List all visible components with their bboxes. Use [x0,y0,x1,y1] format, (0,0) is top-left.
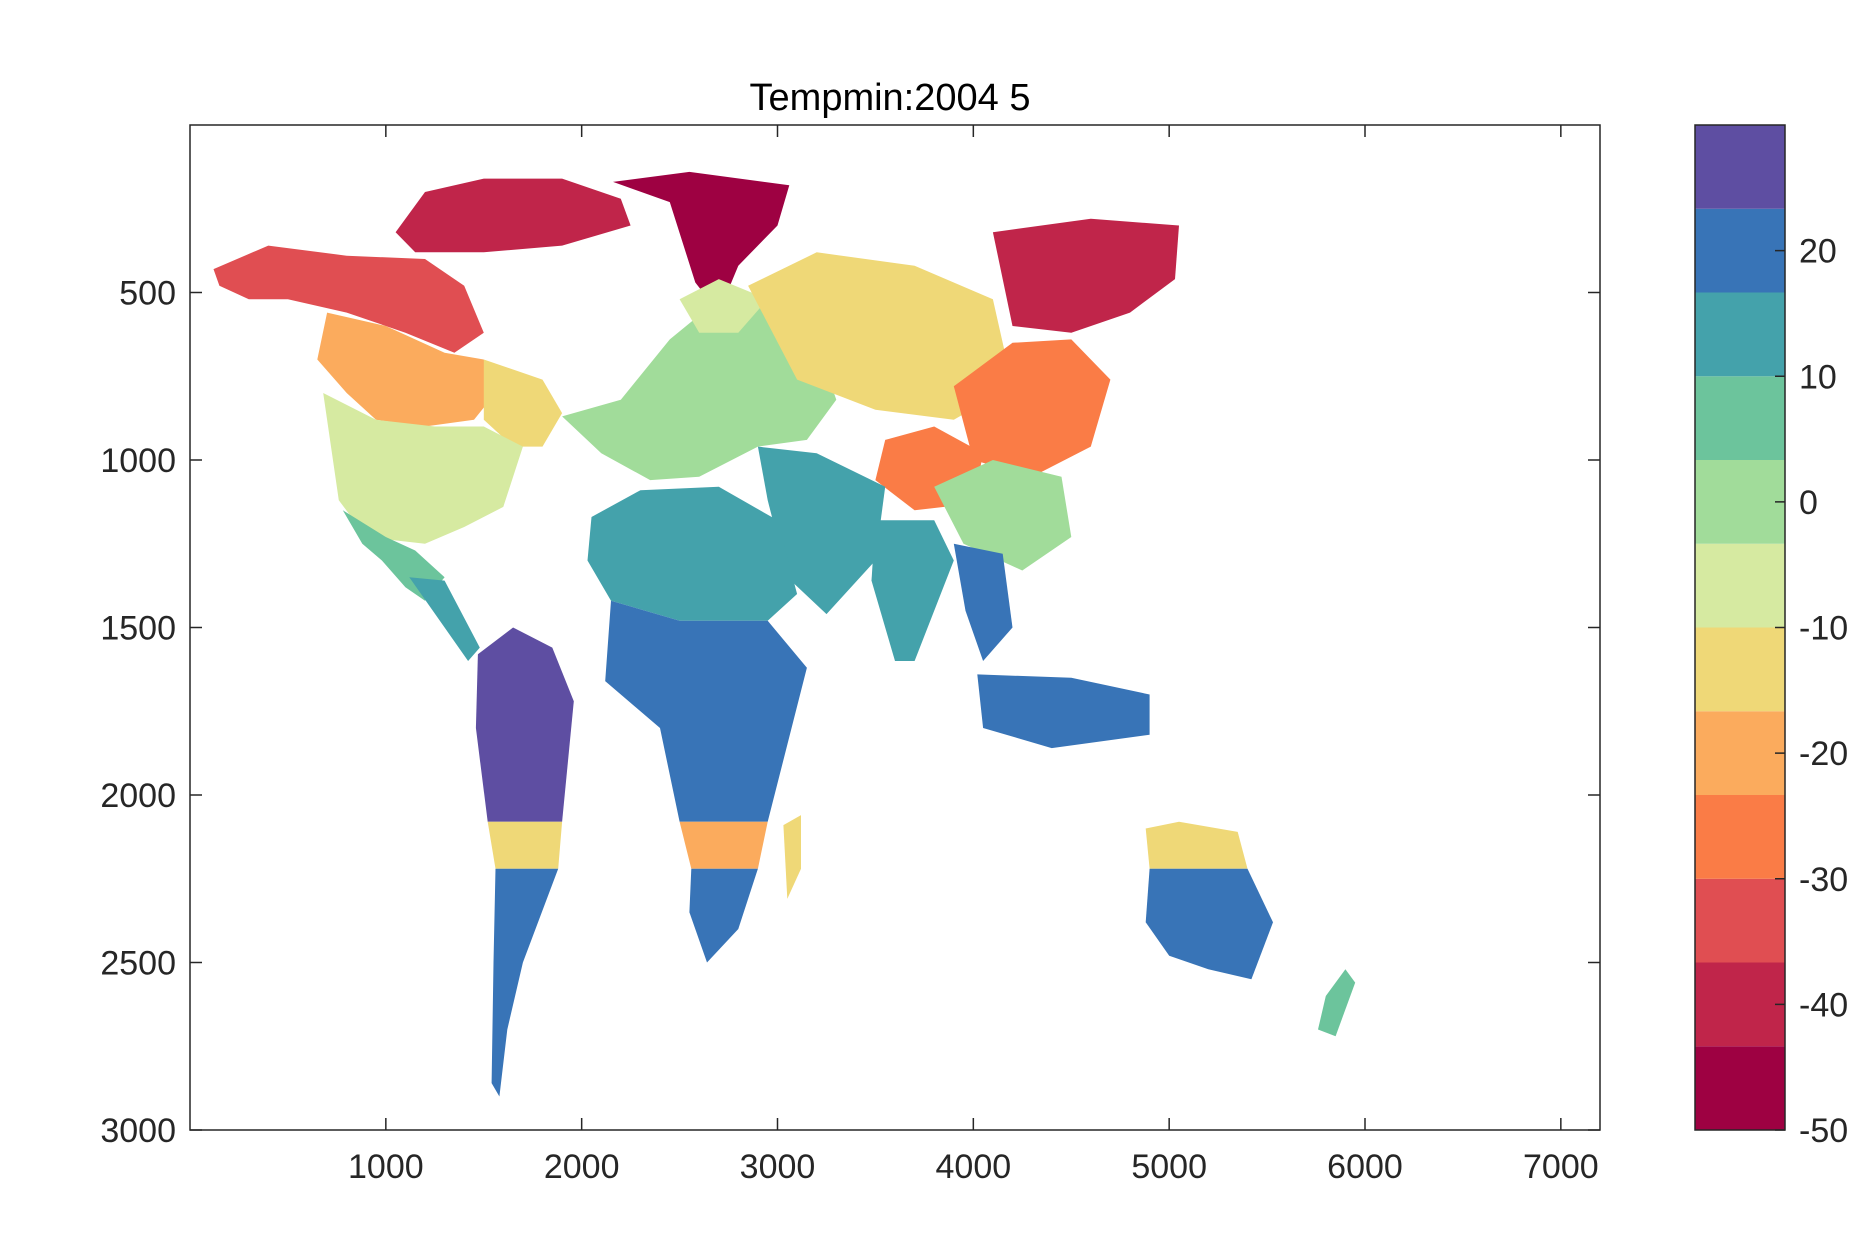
x-tick-label: 6000 [1327,1148,1403,1186]
map-region-siberia-west [748,252,1013,420]
colorbar-tick-label: 0 [1799,484,1818,522]
map-region-madagascar [783,815,801,899]
colorbar-band [1695,292,1785,377]
y-tick-label: 500 [119,275,176,313]
map-region-new-zealand [1318,969,1356,1037]
map-region-greenland [613,171,790,313]
x-tick-label: 7000 [1523,1148,1599,1186]
map-region-india [871,520,954,661]
colorbar-tick-label: 20 [1799,233,1837,271]
colorbar-band [1695,795,1785,879]
colorbar-band [1695,878,1785,963]
map-region-canada [317,312,496,427]
colorbar-band [1695,543,1785,628]
y-tick-label: 1500 [100,610,176,648]
colorbar-band [1695,711,1785,795]
map-region-australia-north [1145,821,1248,869]
map-region-southeast-asia [953,543,1013,661]
map-region-indonesia [977,674,1150,749]
map-region-europe [562,299,837,481]
colorbar-tick-label: -20 [1799,735,1848,773]
colorbar-band [1695,376,1785,460]
map-region-mexico [342,510,445,601]
x-axis: 1000 2000 3000 4000 5000 6000 7000 [348,125,1599,1186]
x-tick-label: 3000 [740,1148,816,1186]
map-region-australia-south [1145,868,1273,980]
map-region-china-south [934,460,1072,571]
map-region-east-asia [953,339,1111,477]
y-tick-label: 3000 [100,1112,176,1150]
map-region-africa-band [679,821,768,869]
map-region-south-america-band [487,821,563,869]
colorbar-tick-label: -40 [1799,986,1848,1024]
colorbar-tick-label: -30 [1799,861,1848,899]
x-tick-label: 4000 [936,1148,1012,1186]
colorbar-band [1695,125,1785,209]
map-region-united-states [323,393,523,544]
map-region-north-africa [587,486,798,621]
map-region-south-america-south [491,868,559,1097]
y-tick-label: 2000 [100,777,176,815]
map-region-alaska-and-northern-canada [213,245,484,353]
colorbar: -50 -40 -30 -20 -10 0 10 20 [1694,124,1848,1150]
colorbar-tick-label: 10 [1799,358,1837,396]
map-region-eastern-canada [483,359,563,447]
colorbar-band [1695,627,1785,712]
map-region-scandinavia [679,279,768,333]
map-region-central-america [409,577,480,661]
map-region-siberia-east [992,218,1179,333]
colorbar-band [1695,208,1785,293]
map-region-south-america-north [475,627,574,822]
map-region-central-africa [605,600,807,822]
x-tick-label: 2000 [544,1148,620,1186]
map-region-arctic-archipelago [395,178,631,253]
colorbar-band [1695,1046,1785,1130]
colorbar-tick-label: -10 [1799,610,1848,648]
y-axis: 500 1000 1500 2000 2500 3000 [100,275,1600,1150]
colorbar-band [1695,460,1785,544]
x-tick-label: 5000 [1131,1148,1207,1186]
y-tick-label: 1000 [100,442,176,480]
map-layer [213,171,1356,1097]
x-tick-label: 1000 [348,1148,424,1186]
chart-title: Tempmin:2004 5 [750,77,1031,119]
map-region-southern-africa [689,868,758,963]
colorbar-tick-label: -50 [1799,1112,1848,1150]
y-tick-label: 2500 [100,945,176,983]
colorbar-band [1695,962,1785,1047]
